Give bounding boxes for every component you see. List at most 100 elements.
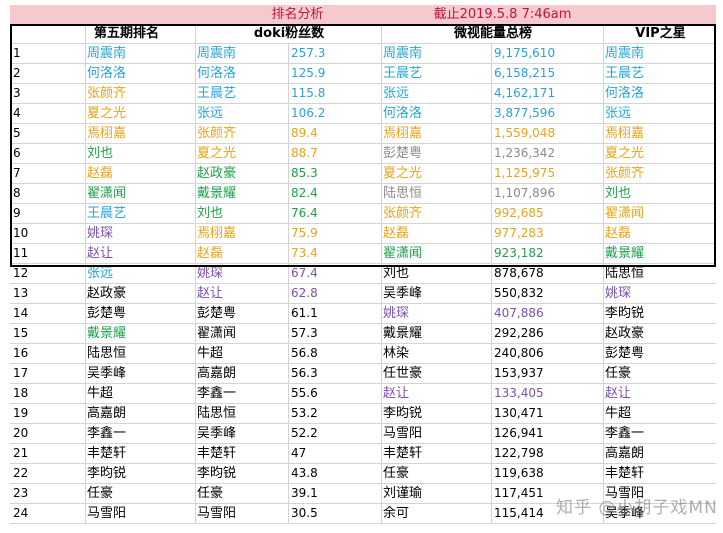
vip-name: 彭楚粤 bbox=[605, 346, 645, 361]
weishi-name: 周震南 bbox=[382, 44, 492, 63]
rank-name: 赵政豪 bbox=[86, 284, 196, 303]
table-row: 4 夏之光 张远 106.2 何洛洛 3,877,596 张远 bbox=[10, 104, 716, 124]
weishi-value: 292,286 bbox=[492, 324, 604, 343]
weishi-value: 9,175,610 bbox=[492, 44, 604, 63]
rank-name: 王晨艺 bbox=[86, 204, 196, 223]
doki-name: 何洛洛 bbox=[196, 64, 289, 83]
doki-name: 姚琛 bbox=[196, 264, 289, 283]
title-analysis: 排名分析 bbox=[271, 7, 324, 22]
watermark: 知乎 @小胡子戏MN bbox=[556, 498, 718, 518]
vip-name: 马雪阳 bbox=[605, 486, 645, 501]
title-row: 排名分析 截止2019.5.8 7:46am bbox=[10, 5, 716, 24]
table-row: 3 张颜齐 王晨艺 115.8 张远 4,162,171 何洛洛 bbox=[10, 84, 716, 104]
rank-name: 张颜齐 bbox=[86, 84, 196, 103]
vip-name: 陆思恒 bbox=[605, 266, 645, 281]
rank-name: 焉栩嘉 bbox=[86, 124, 196, 143]
vip-name: 翟潇闻 bbox=[605, 206, 645, 221]
table-row: 21 丰楚轩 丰楚轩 47 丰楚轩 122,798 高嘉朗 bbox=[10, 444, 716, 464]
weishi-name: 陆思恒 bbox=[382, 184, 492, 203]
doki-value: 75.9 bbox=[289, 224, 382, 243]
doki-name: 张颜齐 bbox=[196, 124, 289, 143]
vip-name: 牛超 bbox=[605, 406, 632, 421]
row-index: 12 bbox=[10, 264, 86, 283]
doki-value: 56.8 bbox=[289, 344, 382, 363]
weishi-value: 878,678 bbox=[492, 264, 604, 283]
weishi-name: 李昀锐 bbox=[382, 404, 492, 423]
rank-name: 彭楚粤 bbox=[86, 304, 196, 323]
weishi-value: 992,685 bbox=[492, 204, 604, 223]
weishi-value: 550,832 bbox=[492, 284, 604, 303]
row-index: 14 bbox=[10, 304, 86, 323]
row-index: 2 bbox=[10, 64, 86, 83]
row-index: 7 bbox=[10, 164, 86, 183]
doki-value: 52.2 bbox=[289, 424, 382, 443]
vip-name: 高嘉朗 bbox=[605, 446, 645, 461]
table-row: 17 吴季峰 高嘉朗 56.3 任世豪 153,937 任豪 bbox=[10, 364, 716, 384]
doki-name: 马雪阳 bbox=[196, 504, 289, 523]
table-row: 8 翟潇闻 戴景耀 82.4 陆思恒 1,107,896 刘也 bbox=[10, 184, 716, 204]
doki-name: 高嘉朗 bbox=[196, 364, 289, 383]
vip-name: 赵磊 bbox=[605, 226, 632, 241]
doki-value: 82.4 bbox=[289, 184, 382, 203]
weishi-value: 1,107,896 bbox=[492, 184, 604, 203]
doki-name: 焉栩嘉 bbox=[196, 224, 289, 243]
doki-value: 125.9 bbox=[289, 64, 382, 83]
doki-name: 王晨艺 bbox=[196, 84, 289, 103]
weishi-name: 彭楚粤 bbox=[382, 144, 492, 163]
vip-name: 吴季峰 bbox=[605, 506, 645, 521]
header-vip: VIP之星 bbox=[635, 26, 686, 41]
rank-name: 吴季峰 bbox=[86, 364, 196, 383]
header-rank: 第五期排名 bbox=[86, 24, 196, 43]
row-index: 4 bbox=[10, 104, 86, 123]
doki-name: 牛超 bbox=[196, 344, 289, 363]
table-row: 14 彭楚粤 彭楚粤 61.1 姚琛 407,886 李昀锐 bbox=[10, 304, 716, 324]
weishi-value: 153,937 bbox=[492, 364, 604, 383]
doki-name: 周震南 bbox=[196, 44, 289, 63]
rank-name: 高嘉朗 bbox=[86, 404, 196, 423]
row-index: 1 bbox=[10, 44, 86, 63]
rank-name: 张远 bbox=[86, 264, 196, 283]
weishi-value: 126,941 bbox=[492, 424, 604, 443]
table-row: 16 陆思恒 牛超 56.8 林染 240,806 彭楚粤 bbox=[10, 344, 716, 364]
header-doki: doki粉丝数 bbox=[196, 24, 382, 43]
row-index: 13 bbox=[10, 284, 86, 303]
rank-name: 李昀锐 bbox=[86, 464, 196, 483]
table-row: 24 马雪阳 马雪阳 30.5 余可 115,414 吴季峰 bbox=[10, 504, 716, 524]
weishi-value: 130,471 bbox=[492, 404, 604, 423]
vip-name: 焉栩嘉 bbox=[605, 126, 645, 141]
doki-name: 赵让 bbox=[196, 284, 289, 303]
rank-name: 周震南 bbox=[86, 44, 196, 63]
doki-name: 任豪 bbox=[196, 484, 289, 503]
weishi-name: 吴季峰 bbox=[382, 284, 492, 303]
weishi-value: 122,798 bbox=[492, 444, 604, 463]
weishi-value: 1,559,048 bbox=[492, 124, 604, 143]
doki-value: 73.4 bbox=[289, 244, 382, 263]
weishi-value: 115,414 bbox=[492, 504, 604, 523]
vip-name: 姚琛 bbox=[605, 286, 632, 301]
doki-name: 戴景耀 bbox=[196, 184, 289, 203]
table-row: 1 周震南 周震南 257.3 周震南 9,175,610 周震南 bbox=[10, 44, 716, 64]
row-index: 8 bbox=[10, 184, 86, 203]
rank-name: 何洛洛 bbox=[86, 64, 196, 83]
row-index: 11 bbox=[10, 244, 86, 263]
vip-name: 周震南 bbox=[605, 46, 645, 61]
doki-value: 47 bbox=[289, 444, 382, 463]
rank-name: 赵让 bbox=[86, 244, 196, 263]
row-index: 21 bbox=[10, 444, 86, 463]
weishi-name: 张颜齐 bbox=[382, 204, 492, 223]
vip-name: 王晨艺 bbox=[605, 66, 645, 81]
table-row: 20 李鑫一 吴季峰 52.2 马雪阳 126,941 李鑫一 bbox=[10, 424, 716, 444]
row-index: 5 bbox=[10, 124, 86, 143]
weishi-name: 赵磊 bbox=[382, 224, 492, 243]
row-index: 17 bbox=[10, 364, 86, 383]
weishi-name: 张远 bbox=[382, 84, 492, 103]
weishi-name: 余可 bbox=[382, 504, 492, 523]
table-row: 5 焉栩嘉 张颜齐 89.4 焉栩嘉 1,559,048 焉栩嘉 bbox=[10, 124, 716, 144]
doki-value: 76.4 bbox=[289, 204, 382, 223]
table-row: 22 李昀锐 李昀锐 43.8 任豪 119,638 丰楚轩 bbox=[10, 464, 716, 484]
doki-name: 赵政豪 bbox=[196, 164, 289, 183]
rank-name: 夏之光 bbox=[86, 104, 196, 123]
weishi-name: 何洛洛 bbox=[382, 104, 492, 123]
doki-value: 106.2 bbox=[289, 104, 382, 123]
doki-name: 陆思恒 bbox=[196, 404, 289, 423]
